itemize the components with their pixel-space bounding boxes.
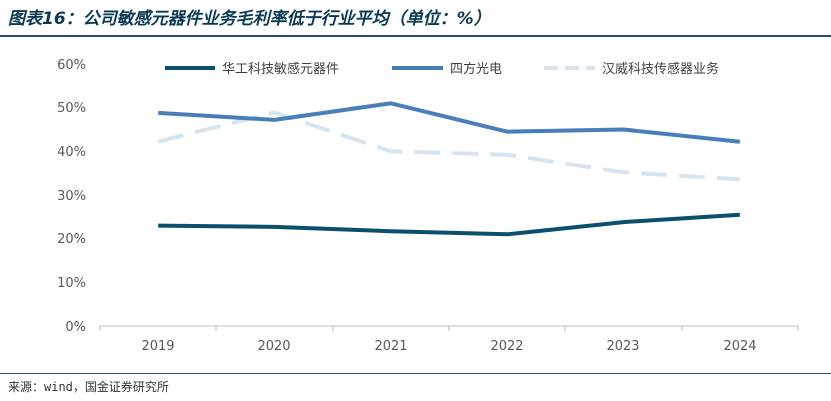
x-tick-label: 2019 bbox=[141, 339, 174, 354]
y-tick-label: 30% bbox=[57, 189, 86, 204]
figure-title: 图表16：公司敏感元器件业务毛利率低于行业平均（单位：%） bbox=[8, 9, 491, 29]
source-rule bbox=[0, 373, 831, 374]
series-line-3 bbox=[157, 110, 740, 182]
series-line-1 bbox=[158, 212, 740, 237]
legend-label-series-1: 华工科技敏感元器件 bbox=[222, 61, 339, 77]
source-note: 来源：wind，国金证券研究所 bbox=[8, 380, 169, 394]
x-tick-label: 2022 bbox=[490, 339, 523, 354]
legend-item-series-2: 四方光电 bbox=[392, 61, 502, 77]
y-tick-label: 10% bbox=[57, 276, 86, 291]
x-tick-label: 2021 bbox=[374, 339, 407, 354]
y-tick-label: 0% bbox=[65, 320, 86, 335]
legend-item-series-3: 汉威科技传感器业务 bbox=[544, 61, 719, 77]
x-axis-ticks bbox=[99, 326, 799, 331]
x-tick-label: 2024 bbox=[723, 339, 756, 354]
series-layer bbox=[157, 101, 741, 237]
y-tick-label: 40% bbox=[57, 145, 86, 160]
legend-label-series-3: 汉威科技传感器业务 bbox=[602, 61, 719, 77]
y-tick-label: 60% bbox=[57, 58, 86, 73]
x-tick-label: 2023 bbox=[606, 339, 639, 354]
y-tick-label: 20% bbox=[57, 232, 86, 247]
legend: 华工科技敏感元器件 四方光电 汉威科技传感器业务 bbox=[165, 61, 719, 77]
series-line-2 bbox=[158, 101, 741, 144]
title-rule bbox=[0, 35, 831, 37]
y-axis: 0% 10% 20% 30% 40% 50% 60% bbox=[57, 58, 86, 335]
x-axis-labels: 2019 2020 2021 2022 2023 2024 bbox=[141, 339, 756, 354]
legend-label-series-2: 四方光电 bbox=[450, 61, 502, 77]
y-tick-label: 50% bbox=[57, 101, 86, 116]
x-tick-label: 2020 bbox=[257, 339, 290, 354]
legend-item-series-1: 华工科技敏感元器件 bbox=[165, 61, 339, 77]
line-chart: 0% 10% 20% 30% 40% 50% 60% 2019 2020 202… bbox=[57, 58, 799, 354]
